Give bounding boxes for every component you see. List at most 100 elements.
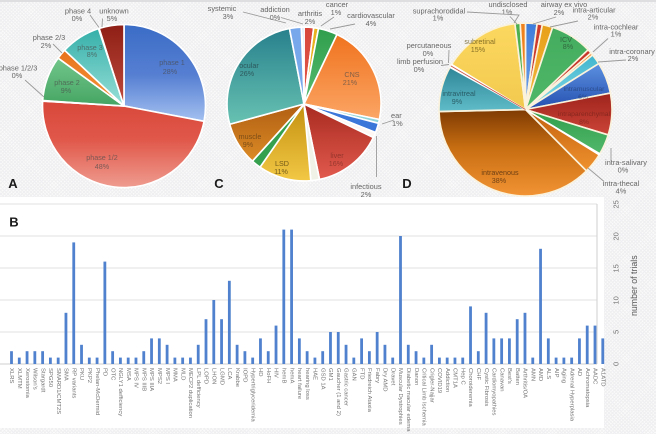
- svg-text:cardiovascular: cardiovascular: [347, 11, 395, 20]
- svg-text:21%: 21%: [343, 78, 358, 87]
- svg-text:percutaneous: percutaneous: [407, 41, 452, 50]
- svg-text:Aging: Aging: [561, 368, 567, 383]
- svg-text:limb perfusion: limb perfusion: [397, 57, 443, 66]
- svg-text:HAE: HAE: [312, 368, 318, 380]
- svg-text:38%: 38%: [492, 176, 507, 185]
- svg-text:MPS IIIA: MPS IIIA: [148, 368, 154, 391]
- svg-text:Stargardt: Stargardt: [39, 368, 45, 393]
- svg-text:MPS2: MPS2: [156, 368, 162, 384]
- svg-text:2%: 2%: [41, 41, 52, 50]
- svg-text:PKU: PKU: [78, 368, 84, 380]
- svg-text:MECP2 duplication: MECP2 duplication: [187, 368, 193, 418]
- svg-text:suprachorodidal: suprachorodidal: [413, 7, 466, 16]
- svg-text:Xerostomia: Xerostomia: [24, 368, 30, 399]
- svg-text:Fabry: Fabry: [374, 368, 380, 383]
- svg-text:5%: 5%: [107, 14, 118, 23]
- svg-text:airway ex vivo: airway ex vivo: [541, 0, 587, 9]
- svg-text:phase 1/2/3: phase 1/2/3: [0, 64, 37, 73]
- svg-text:C: C: [214, 176, 224, 191]
- svg-text:0%: 0%: [618, 166, 629, 175]
- svg-text:Cardiomyopathies: Cardiomyopathies: [491, 368, 497, 416]
- svg-text:subretinal: subretinal: [464, 37, 496, 46]
- svg-text:Wilson's: Wilson's: [32, 368, 38, 390]
- svg-text:Adrenal Hyperplasia: Adrenal Hyperplasia: [568, 368, 574, 422]
- svg-text:intra-cochlear: intra-cochlear: [594, 23, 639, 32]
- svg-text:intra-thecal: intra-thecal: [603, 179, 640, 188]
- svg-text:NGLY1 defficiency: NGLY1 defficiency: [117, 368, 123, 416]
- svg-text:Crigler-Najjar: Crigler-Najjar: [428, 368, 434, 403]
- svg-text:0%: 0%: [423, 49, 434, 58]
- svg-text:26%: 26%: [240, 69, 255, 78]
- svg-text:1%: 1%: [433, 14, 444, 23]
- svg-text:9%: 9%: [243, 140, 254, 149]
- svg-text:phase 2/3: phase 2/3: [33, 33, 65, 42]
- svg-text:liver: liver: [330, 151, 344, 160]
- svg-text:HIV: HIV: [273, 368, 279, 378]
- svg-text:Hep C: Hep C: [459, 368, 465, 385]
- svg-text:phase 2: phase 2: [54, 78, 80, 87]
- svg-text:9%: 9%: [61, 86, 72, 95]
- svg-text:GM1: GM1: [327, 368, 333, 381]
- svg-text:1%: 1%: [392, 119, 403, 128]
- svg-text:LPL defficiency: LPL defficiency: [195, 368, 201, 408]
- svg-text:ICV: ICV: [560, 35, 572, 44]
- svg-text:AADC: AADC: [592, 368, 598, 385]
- svg-text:MPS I: MPS I: [164, 368, 170, 384]
- svg-text:ALS: ALS: [545, 368, 551, 379]
- svg-text:1%: 1%: [331, 8, 342, 17]
- svg-text:LGMD: LGMD: [218, 368, 224, 385]
- svg-text:AD: AD: [576, 368, 582, 376]
- svg-text:28%: 28%: [163, 67, 178, 76]
- svg-text:8%: 8%: [87, 50, 98, 59]
- svg-text:CNS: CNS: [344, 70, 359, 79]
- svg-text:phase 4: phase 4: [65, 7, 91, 16]
- svg-text:A1ATD: A1ATD: [599, 368, 605, 387]
- svg-text:0%: 0%: [414, 65, 425, 74]
- svg-text:RP variants: RP variants: [70, 368, 76, 398]
- svg-text:ear: ear: [391, 111, 402, 120]
- svg-text:GSD 1A: GSD 1A: [319, 368, 325, 390]
- svg-text:Gaucher (1 and 2): Gaucher (1 and 2): [335, 368, 341, 416]
- svg-text:3%: 3%: [223, 12, 234, 21]
- svg-text:PD: PD: [102, 368, 108, 376]
- svg-text:Krabbe: Krabbe: [234, 368, 240, 388]
- svg-text:MMA: MMA: [172, 368, 178, 382]
- svg-text:2%: 2%: [554, 8, 565, 17]
- svg-text:intra-articular: intra-articular: [572, 6, 616, 15]
- svg-text:XLMTM: XLMTM: [16, 368, 22, 389]
- svg-text:Addiction: Addiction: [444, 368, 450, 392]
- svg-text:MPS IV: MPS IV: [133, 368, 139, 388]
- svg-text:4%: 4%: [366, 19, 377, 28]
- svg-text:MPS IIIB: MPS IIIB: [140, 368, 146, 391]
- svg-text:11%: 11%: [274, 167, 288, 176]
- svg-text:AIP: AIP: [553, 368, 559, 378]
- svg-text:Dry AMD: Dry AMD: [382, 368, 388, 392]
- svg-text:CMT1A: CMT1A: [452, 368, 458, 388]
- svg-text:Phelan-McDermid: Phelan-McDermid: [94, 368, 100, 415]
- svg-text:intra-coronary: intra-coronary: [609, 47, 655, 56]
- svg-text:PKP2: PKP2: [86, 368, 92, 383]
- svg-text:SMA: SMA: [63, 368, 69, 381]
- svg-text:Muscular Dystrophies: Muscular Dystrophies: [397, 368, 403, 425]
- svg-text:0: 0: [612, 362, 621, 366]
- svg-text:Cystic Fibrosis: Cystic Fibrosis: [483, 368, 489, 406]
- svg-text:number of trials: number of trials: [629, 255, 639, 316]
- svg-text:9%: 9%: [452, 97, 463, 106]
- svg-text:Friedreich Ataxia: Friedreich Ataxia: [366, 368, 372, 413]
- svg-text:0%: 0%: [12, 71, 23, 80]
- svg-text:addiction: addiction: [260, 5, 290, 14]
- svg-text:Hypertriglyceridemia: Hypertriglyceridemia: [249, 368, 255, 422]
- svg-text:Gastric cancer: Gastric cancer: [343, 368, 349, 406]
- svg-text:Arthritis/OA: Arthritis/OA: [522, 368, 528, 398]
- svg-text:SMARD1/CMT2S: SMARD1/CMT2S: [55, 368, 61, 414]
- svg-text:Batten: Batten: [514, 368, 520, 385]
- svg-text:4%: 4%: [616, 187, 627, 196]
- svg-text:Achromatopsia: Achromatopsia: [584, 368, 590, 408]
- svg-text:phase 1: phase 1: [159, 58, 185, 67]
- svg-text:Best's: Best's: [506, 368, 512, 384]
- svg-text:HD: HD: [257, 368, 263, 377]
- svg-text:LSD: LSD: [275, 159, 289, 168]
- svg-text:0%: 0%: [72, 14, 83, 23]
- svg-text:8%: 8%: [563, 42, 574, 51]
- svg-text:LHON: LHON: [210, 368, 216, 384]
